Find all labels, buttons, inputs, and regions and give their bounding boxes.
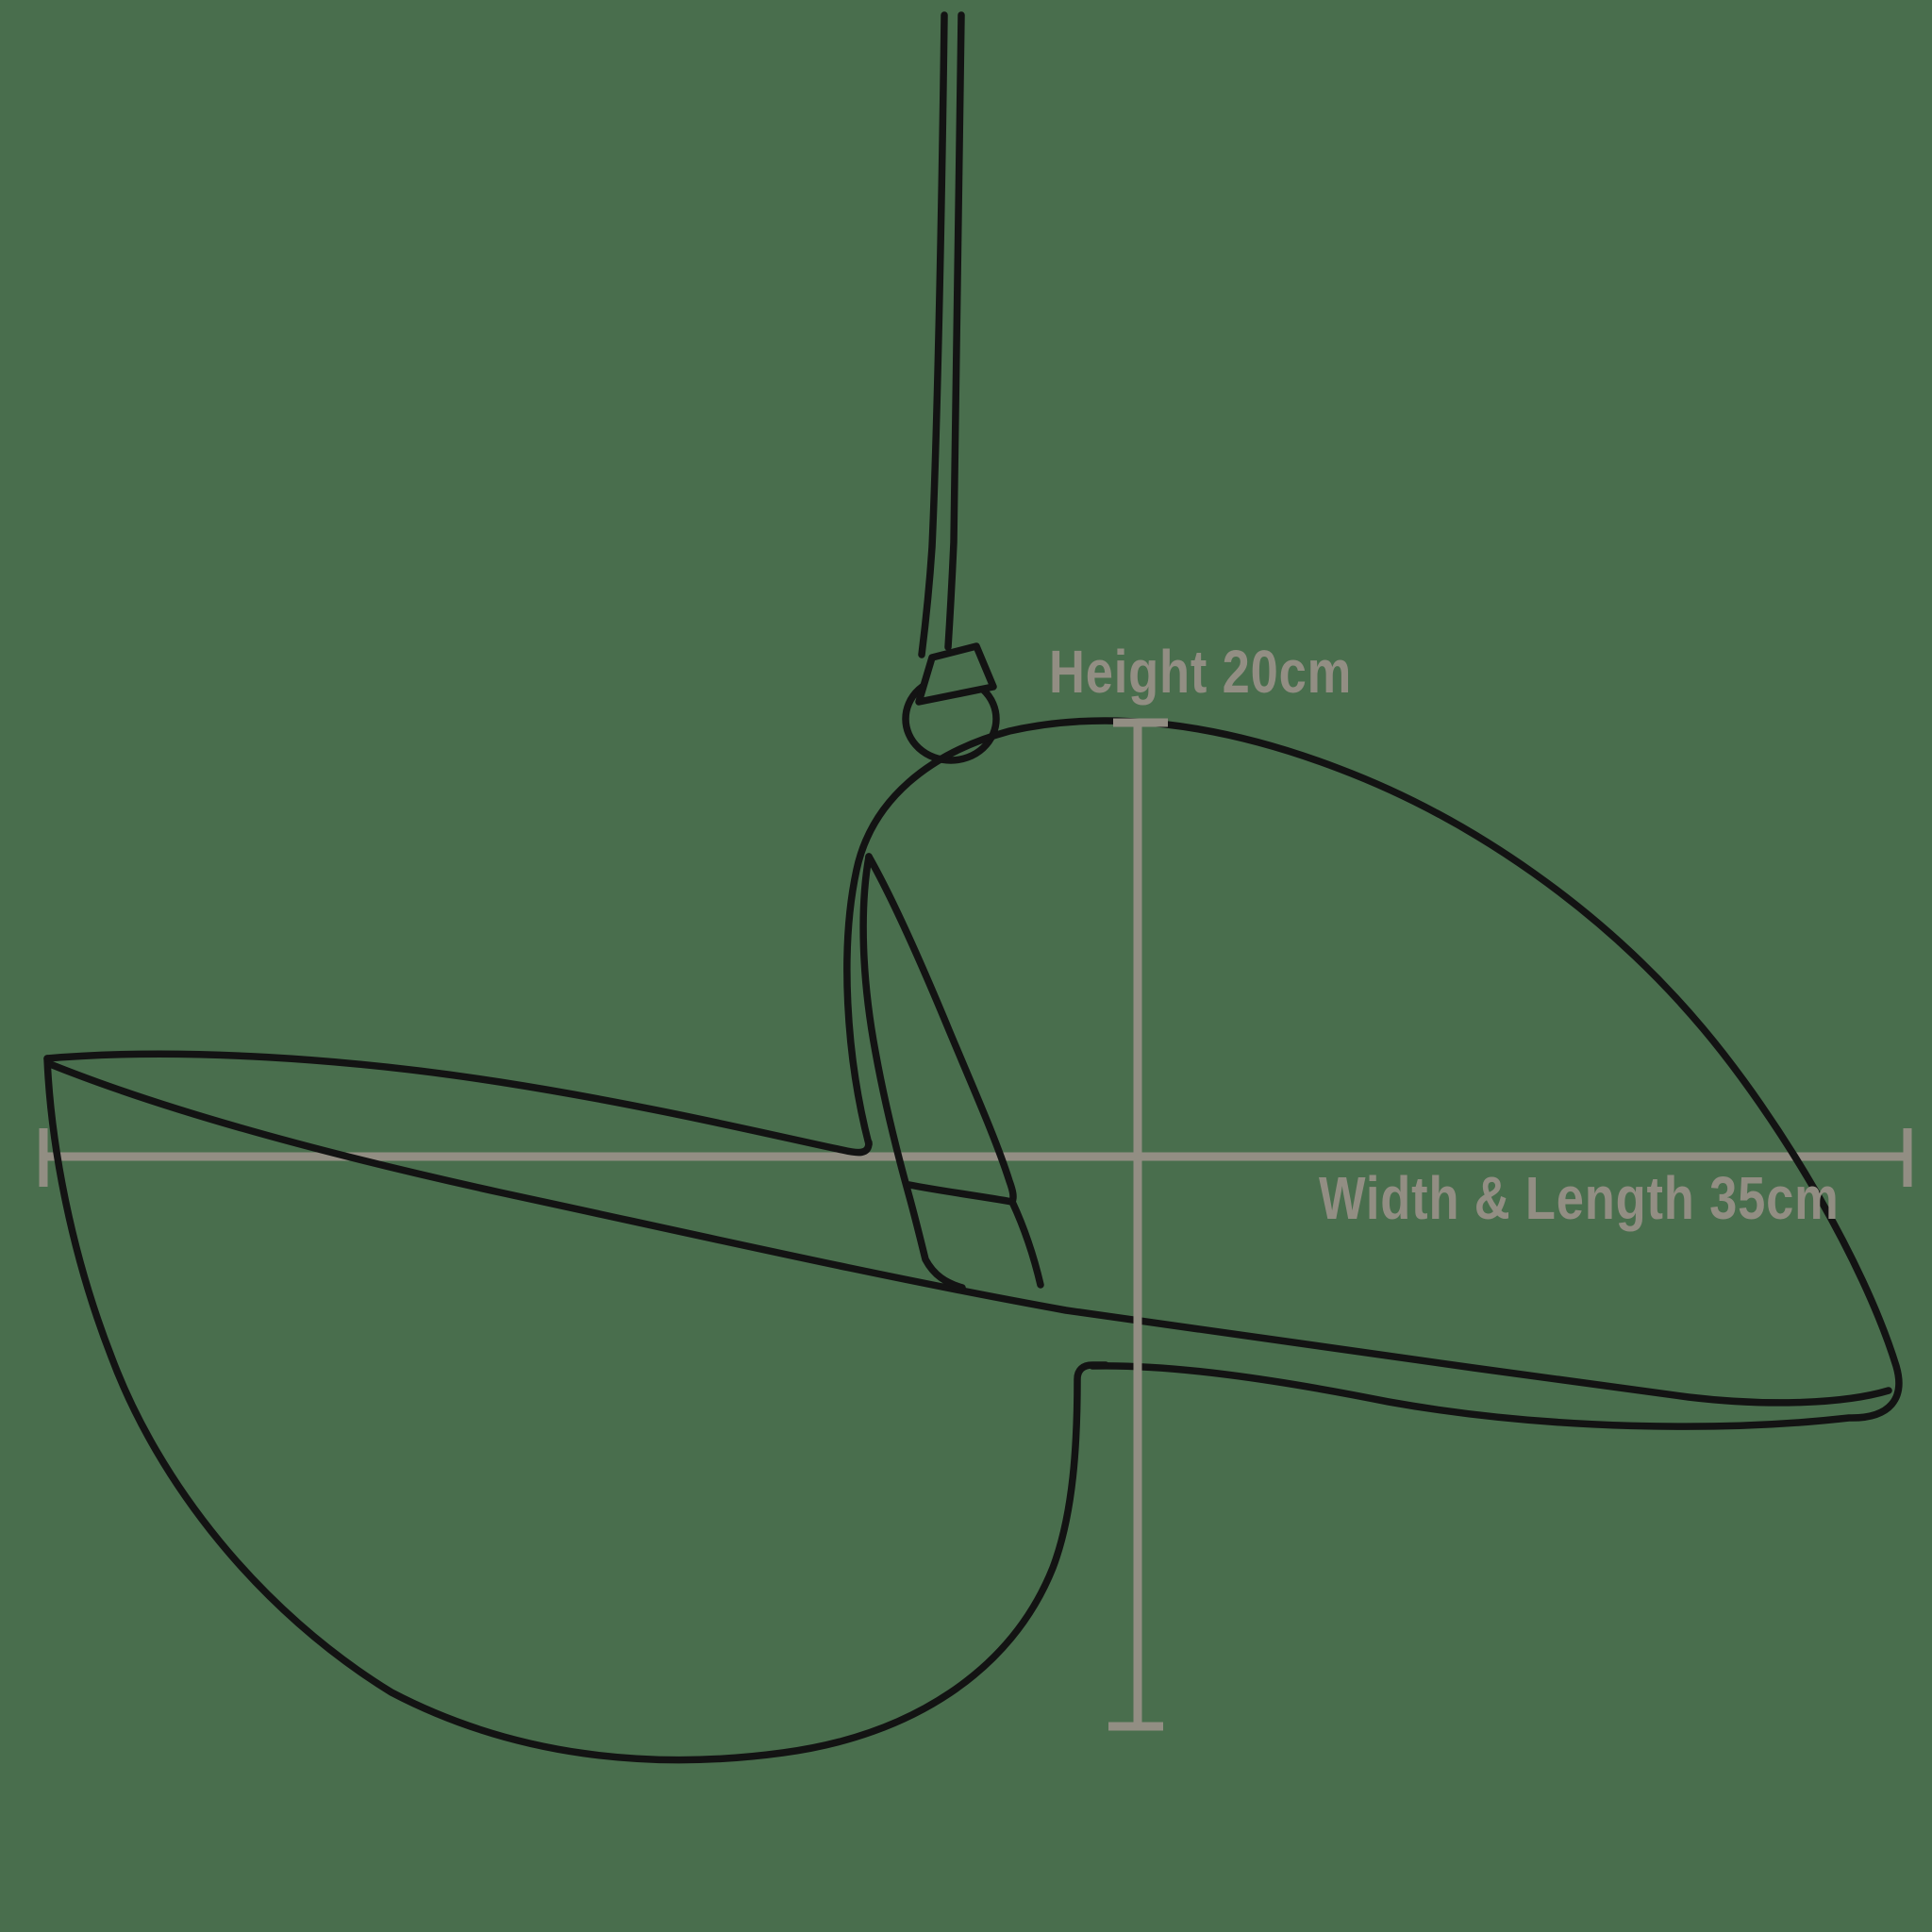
shade-top-rim-line — [43, 1050, 873, 1157]
lamp-outline-group — [43, 11, 1903, 1764]
shade-seam-line — [46, 1060, 1892, 1407]
upper-shade-outline — [843, 717, 1903, 1430]
socket-cap — [915, 642, 997, 706]
inner-edge-right-line — [865, 853, 1017, 1206]
cord-line-right — [944, 11, 965, 651]
height-dimension-label: Height 20cm — [1049, 638, 1353, 706]
cord-line-left — [918, 11, 948, 658]
lower-shade-outline — [43, 1055, 1109, 1764]
inner-edge-left-line — [859, 853, 966, 1291]
inner-step-line — [906, 1181, 1016, 1206]
width-dimension-label: Width & Length 35cm — [1319, 1164, 1840, 1232]
inner-step-tail-line — [1008, 1198, 1044, 1289]
height-dimension-line — [1108, 718, 1168, 1731]
